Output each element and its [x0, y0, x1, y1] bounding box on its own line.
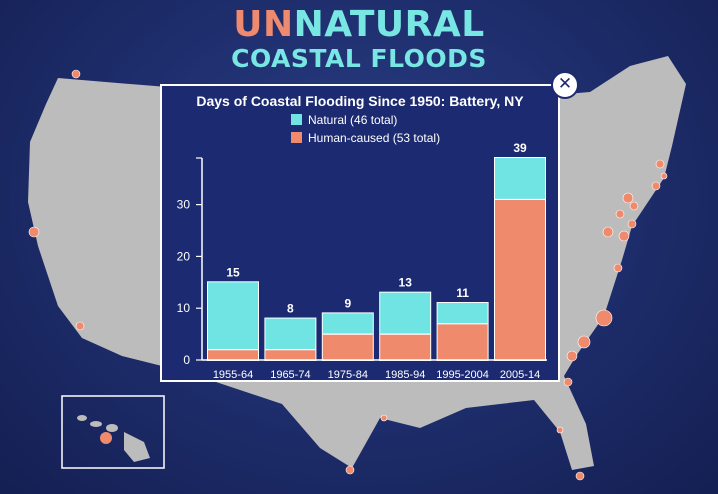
- site-marker: [660, 172, 668, 180]
- site-marker: [556, 426, 564, 434]
- site-marker: [602, 226, 614, 238]
- legend-swatch: [291, 114, 302, 125]
- x-tick-label: 1955-64: [213, 369, 253, 380]
- x-tick-label: 1965-74: [270, 369, 310, 380]
- y-tick-label: 20: [177, 249, 191, 263]
- bar-total-label: 13: [399, 276, 413, 290]
- flood-site-markers: [28, 69, 668, 481]
- hawaii-inset: [61, 395, 165, 469]
- bar-total-label: 8: [287, 302, 294, 316]
- x-tick-label: 1985-94: [385, 369, 425, 380]
- y-tick-label: 30: [177, 198, 191, 212]
- legend-label: Natural (46 total): [308, 113, 397, 127]
- bar-total-label: 15: [226, 265, 240, 279]
- site-marker: [627, 219, 637, 229]
- chart-title: Days of Coastal Flooding Since 1950: Bat…: [196, 93, 524, 109]
- bar-human: [495, 199, 545, 360]
- bar-natural: [322, 313, 373, 335]
- y-tick-label: 10: [177, 301, 191, 315]
- bar-human: [380, 334, 431, 360]
- x-tick-label: 1975-84: [328, 369, 368, 380]
- site-marker: [575, 471, 585, 481]
- flooding-bar-chart: Days of Coastal Flooding Since 1950: Bat…: [177, 93, 547, 380]
- bar-natural: [437, 303, 488, 324]
- site-marker: [28, 226, 40, 238]
- bar-natural: [380, 292, 431, 335]
- x-tick-label: 1995-2004: [436, 369, 489, 380]
- site-marker: [622, 192, 634, 204]
- site-marker: [651, 181, 661, 191]
- site-marker: [577, 335, 591, 349]
- bar-total-label: 9: [344, 296, 351, 310]
- bar-human: [265, 349, 316, 360]
- site-marker: [345, 465, 355, 475]
- bar-total-label: 39: [513, 141, 527, 155]
- bar-human: [322, 334, 373, 360]
- x-tick-label: 2005-14: [500, 369, 540, 380]
- site-marker: [595, 309, 613, 327]
- site-marker: [629, 201, 639, 211]
- bar-natural: [495, 158, 545, 200]
- page-title: UNNATURAL: [0, 4, 718, 45]
- bar-natural: [208, 282, 258, 350]
- bar-human: [208, 349, 258, 360]
- site-marker: [613, 263, 623, 273]
- page-subtitle: COASTAL FLOODS: [231, 44, 487, 73]
- bar-human: [437, 323, 488, 360]
- title-natural: NATURAL: [293, 4, 485, 45]
- close-icon[interactable]: ✕: [551, 71, 579, 99]
- legend-swatch: [291, 132, 302, 143]
- y-tick-label: 0: [183, 353, 190, 367]
- site-marker: [655, 159, 665, 169]
- bar-total-label: 11: [456, 286, 469, 300]
- legend-label: Human-caused (53 total): [308, 131, 440, 145]
- site-marker: [618, 230, 630, 242]
- site-marker: [615, 209, 625, 219]
- chart-popup: Days of Coastal Flooding Since 1950: Bat…: [160, 84, 560, 382]
- bar-natural: [265, 318, 316, 350]
- site-marker: [566, 350, 578, 362]
- site-marker: [75, 321, 85, 331]
- title-un: UN: [233, 4, 294, 45]
- site-marker: [563, 377, 573, 387]
- site-marker: [71, 69, 81, 79]
- site-marker: [380, 414, 388, 422]
- site-marker: [100, 432, 112, 444]
